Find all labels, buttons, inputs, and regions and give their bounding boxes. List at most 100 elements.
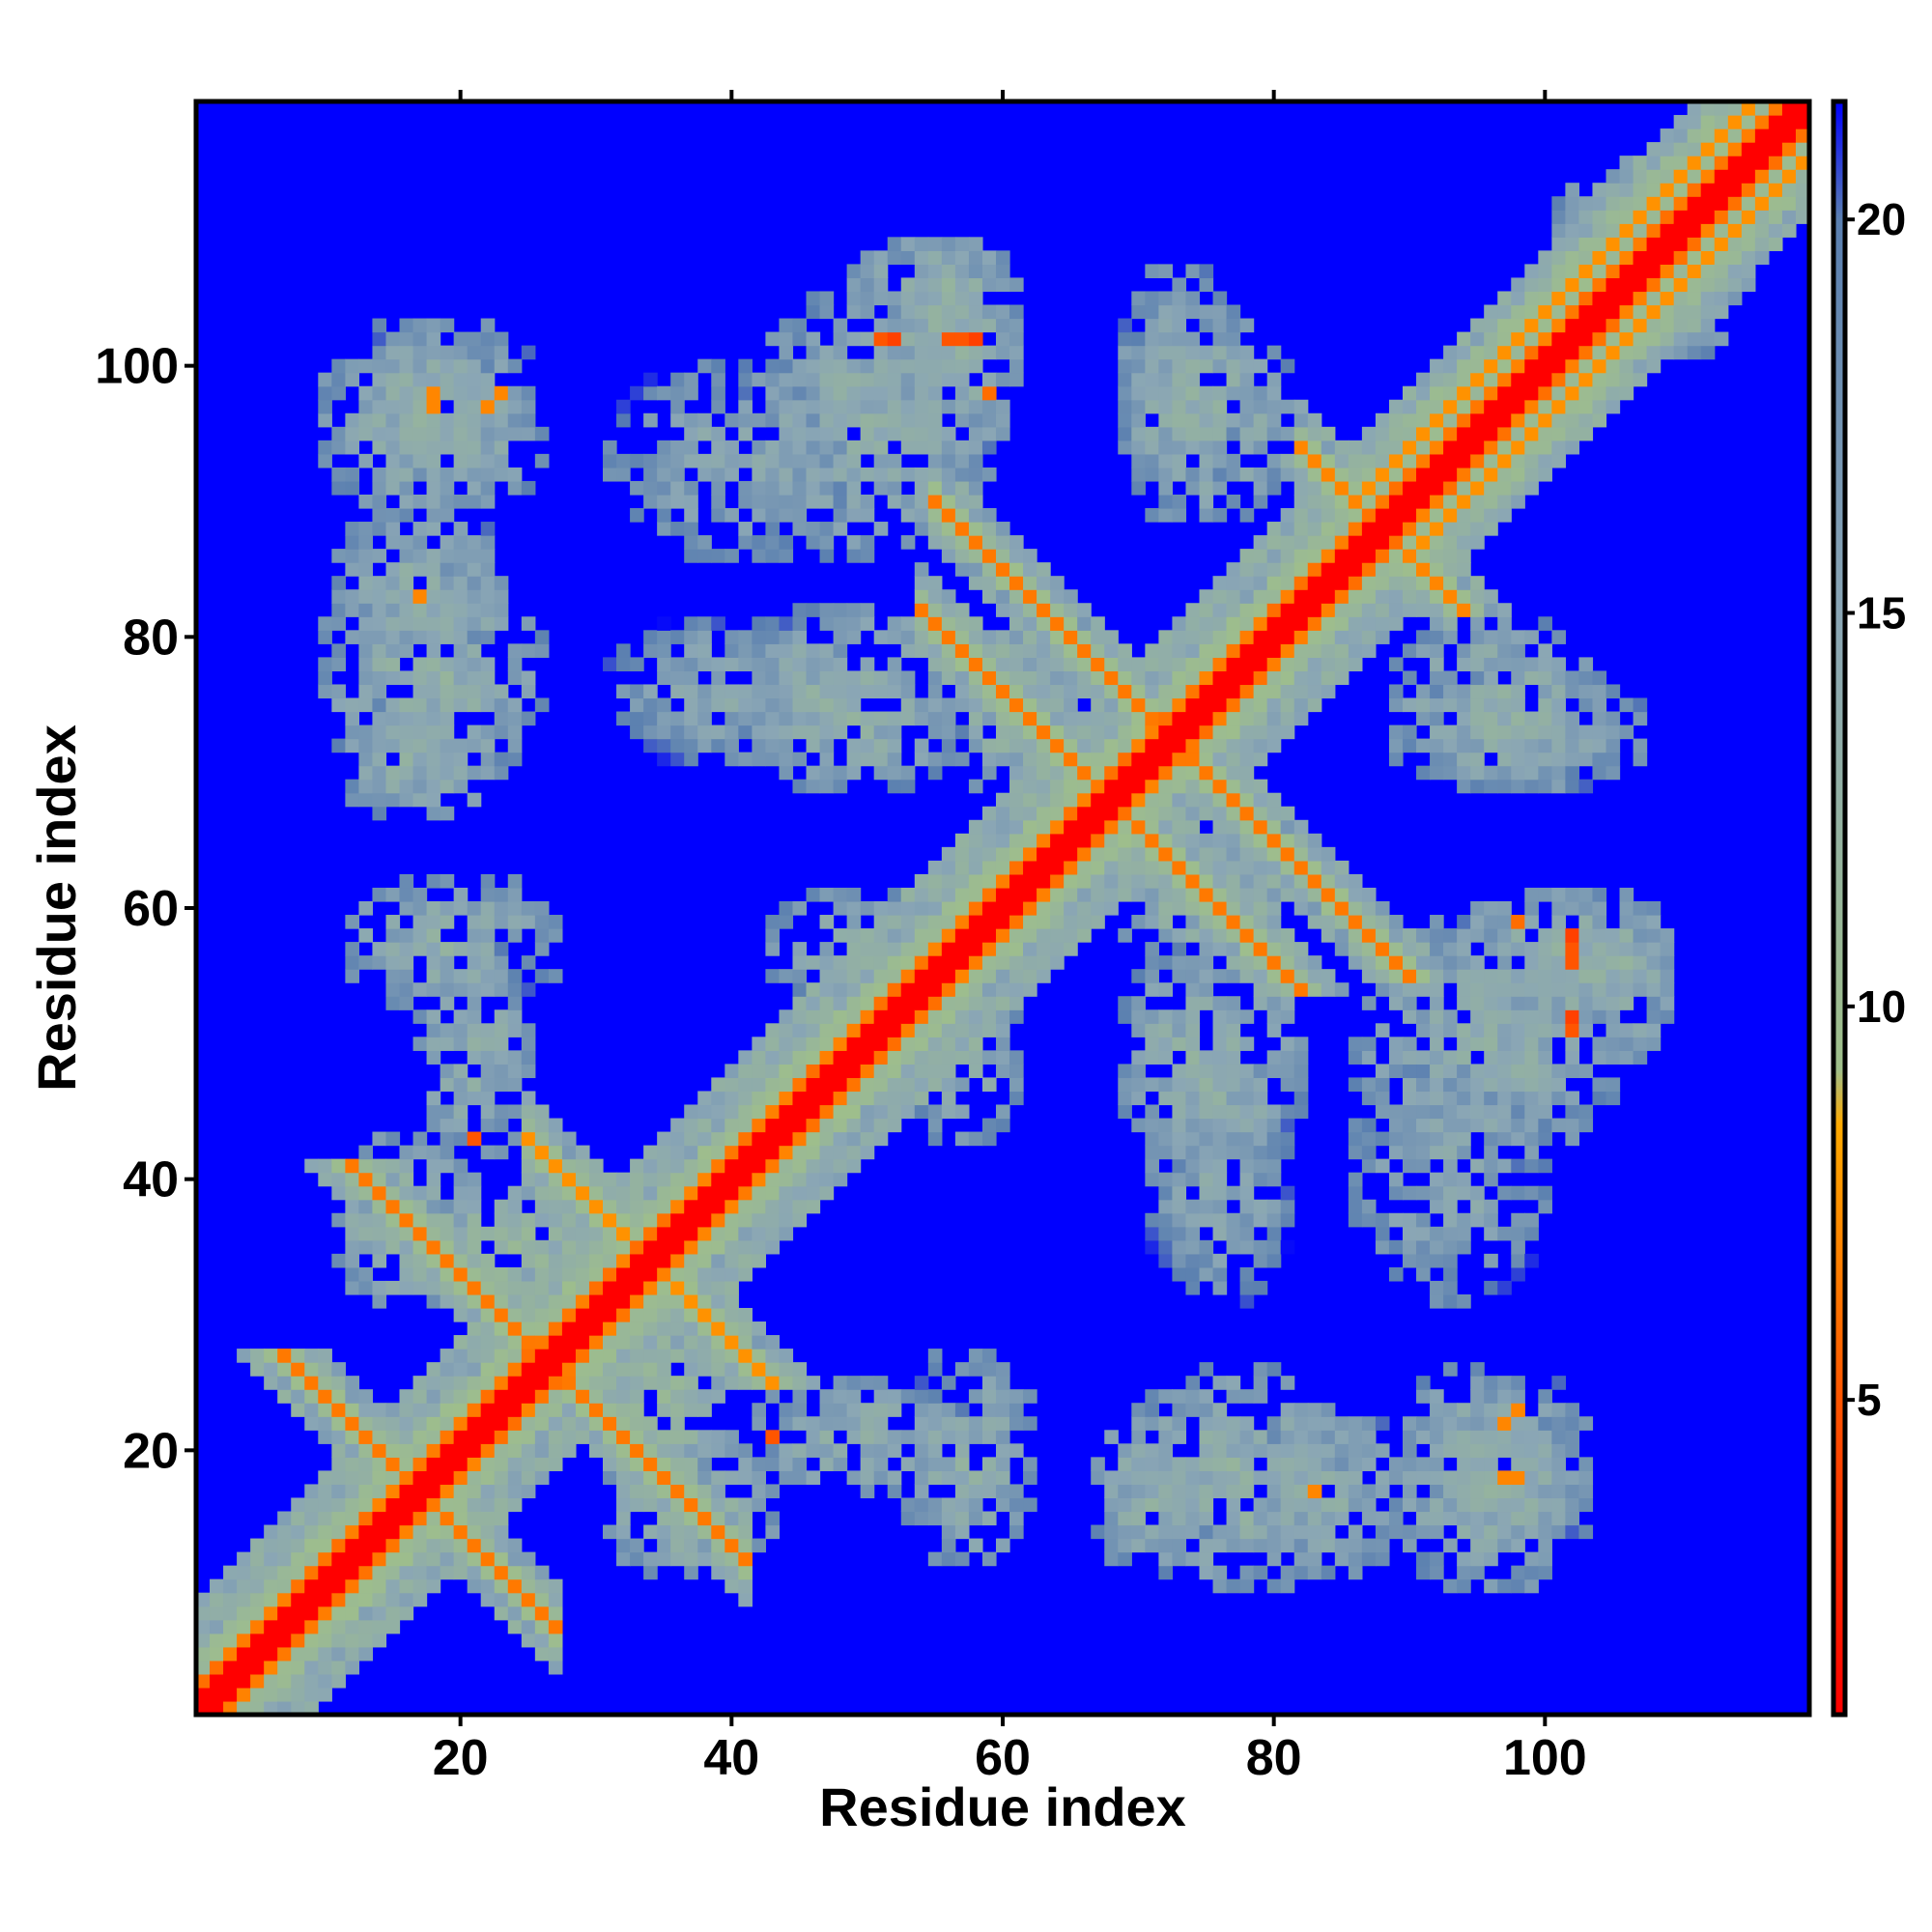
heatmap-cell (1266, 589, 1282, 604)
heatmap-cell (1037, 630, 1051, 644)
heatmap-cell (900, 982, 916, 997)
heatmap-cell (1457, 453, 1471, 469)
heatmap-cell (1009, 792, 1024, 808)
heatmap-cell (1212, 291, 1228, 306)
heatmap-cell (1226, 616, 1241, 631)
heatmap-cell (318, 1403, 332, 1417)
heatmap-cell (345, 440, 359, 455)
heatmap-cell (941, 250, 956, 265)
heatmap-cell (819, 1443, 835, 1458)
heatmap-cell (1280, 846, 1295, 862)
heatmap-cell (1253, 1145, 1268, 1160)
heatmap-cell (575, 1145, 590, 1160)
heatmap-cell (453, 562, 469, 577)
heatmap-cell (684, 1293, 698, 1309)
heatmap-cell (833, 1091, 848, 1106)
heatmap-cell (507, 1619, 523, 1634)
heatmap-cell (250, 1551, 265, 1567)
heatmap-cell (480, 562, 496, 577)
heatmap-cell (412, 412, 428, 428)
heatmap-cell (399, 589, 414, 604)
heatmap-cell (494, 603, 509, 617)
heatmap-cell (534, 969, 550, 983)
heatmap-cell (1348, 467, 1363, 482)
heatmap-cell (480, 887, 496, 902)
heatmap-cell (914, 291, 929, 306)
heatmap-cell (1293, 670, 1309, 686)
heatmap-cell (412, 358, 428, 374)
heatmap-cell (630, 1293, 644, 1309)
heatmap-cell (1443, 1362, 1458, 1377)
heatmap-cell (1416, 453, 1431, 469)
heatmap-cell (711, 1511, 725, 1526)
heatmap-cell (412, 752, 428, 767)
heatmap-cell (412, 426, 428, 441)
heatmap-cell (833, 1376, 848, 1390)
heatmap-cell (385, 711, 401, 726)
heatmap-cell (345, 1565, 359, 1580)
heatmap-cell (1334, 630, 1350, 644)
heatmap-cell (440, 657, 455, 672)
heatmap-cell (453, 1497, 469, 1513)
heatmap-cell (453, 670, 469, 686)
heatmap-cell (927, 860, 943, 875)
heatmap-cell (1131, 345, 1146, 360)
heatmap-cell (1172, 1457, 1187, 1471)
heatmap-cell (277, 1511, 292, 1526)
heatmap-cell (1484, 1077, 1498, 1093)
heatmap-cell (1457, 1185, 1471, 1201)
heatmap-cell (1484, 480, 1498, 496)
heatmap-cell (711, 1104, 725, 1120)
heatmap-cell (1280, 1484, 1295, 1499)
heatmap-cell (684, 697, 698, 713)
heatmap-cell (833, 643, 848, 658)
heatmap-cell (1416, 1023, 1431, 1037)
heatmap-cell (453, 1484, 469, 1499)
heatmap-cell (1023, 900, 1037, 916)
heatmap-cell (521, 1212, 536, 1228)
heatmap-cell (412, 345, 428, 360)
heatmap-cell (480, 1376, 496, 1390)
heatmap-cell (1064, 684, 1078, 699)
heatmap-cell (1212, 1538, 1228, 1553)
heatmap-cell (1511, 331, 1525, 347)
heatmap-cell (440, 1293, 455, 1309)
heatmap-cell (548, 1646, 563, 1662)
heatmap-cell (1158, 1145, 1174, 1160)
heatmap-cell (1253, 1497, 1268, 1513)
heatmap-cell (223, 1700, 238, 1716)
heatmap-cell (1145, 1009, 1159, 1024)
heatmap-cell (1266, 846, 1282, 862)
heatmap-cell (467, 982, 482, 997)
heatmap-cell (561, 1145, 577, 1160)
heatmap-cell (1484, 1199, 1498, 1214)
heatmap-cell (1145, 1538, 1159, 1553)
heatmap-cell (765, 1064, 781, 1079)
heatmap-cell (426, 1470, 441, 1486)
heatmap-cell (412, 522, 428, 536)
heatmap-cell (1511, 345, 1525, 360)
heatmap-cell (670, 1239, 685, 1255)
heatmap-cell (494, 1565, 509, 1580)
heatmap-cell (697, 1118, 712, 1133)
heatmap-cell (779, 1443, 794, 1458)
heatmap-cell (318, 372, 332, 387)
heatmap-cell (616, 1524, 631, 1540)
heatmap-cell (995, 928, 1010, 943)
heatmap-cell (860, 1118, 875, 1133)
heatmap-cell (385, 1416, 401, 1431)
heatmap-cell (453, 1376, 469, 1390)
heatmap-cell (1199, 955, 1214, 970)
heatmap-cell (331, 1430, 346, 1444)
heatmap-cell (1091, 657, 1105, 672)
heatmap-cell (954, 1037, 970, 1051)
heatmap-cell (1226, 1484, 1241, 1499)
heatmap-cell (1158, 1389, 1174, 1404)
heatmap-cell (954, 1551, 970, 1567)
heatmap-cell (670, 467, 685, 482)
heatmap-cell (738, 522, 753, 536)
heatmap-cell (1321, 969, 1336, 983)
heatmap-cell (1457, 724, 1471, 740)
heatmap-cell (331, 1389, 346, 1404)
heatmap-cell (1185, 1280, 1201, 1295)
